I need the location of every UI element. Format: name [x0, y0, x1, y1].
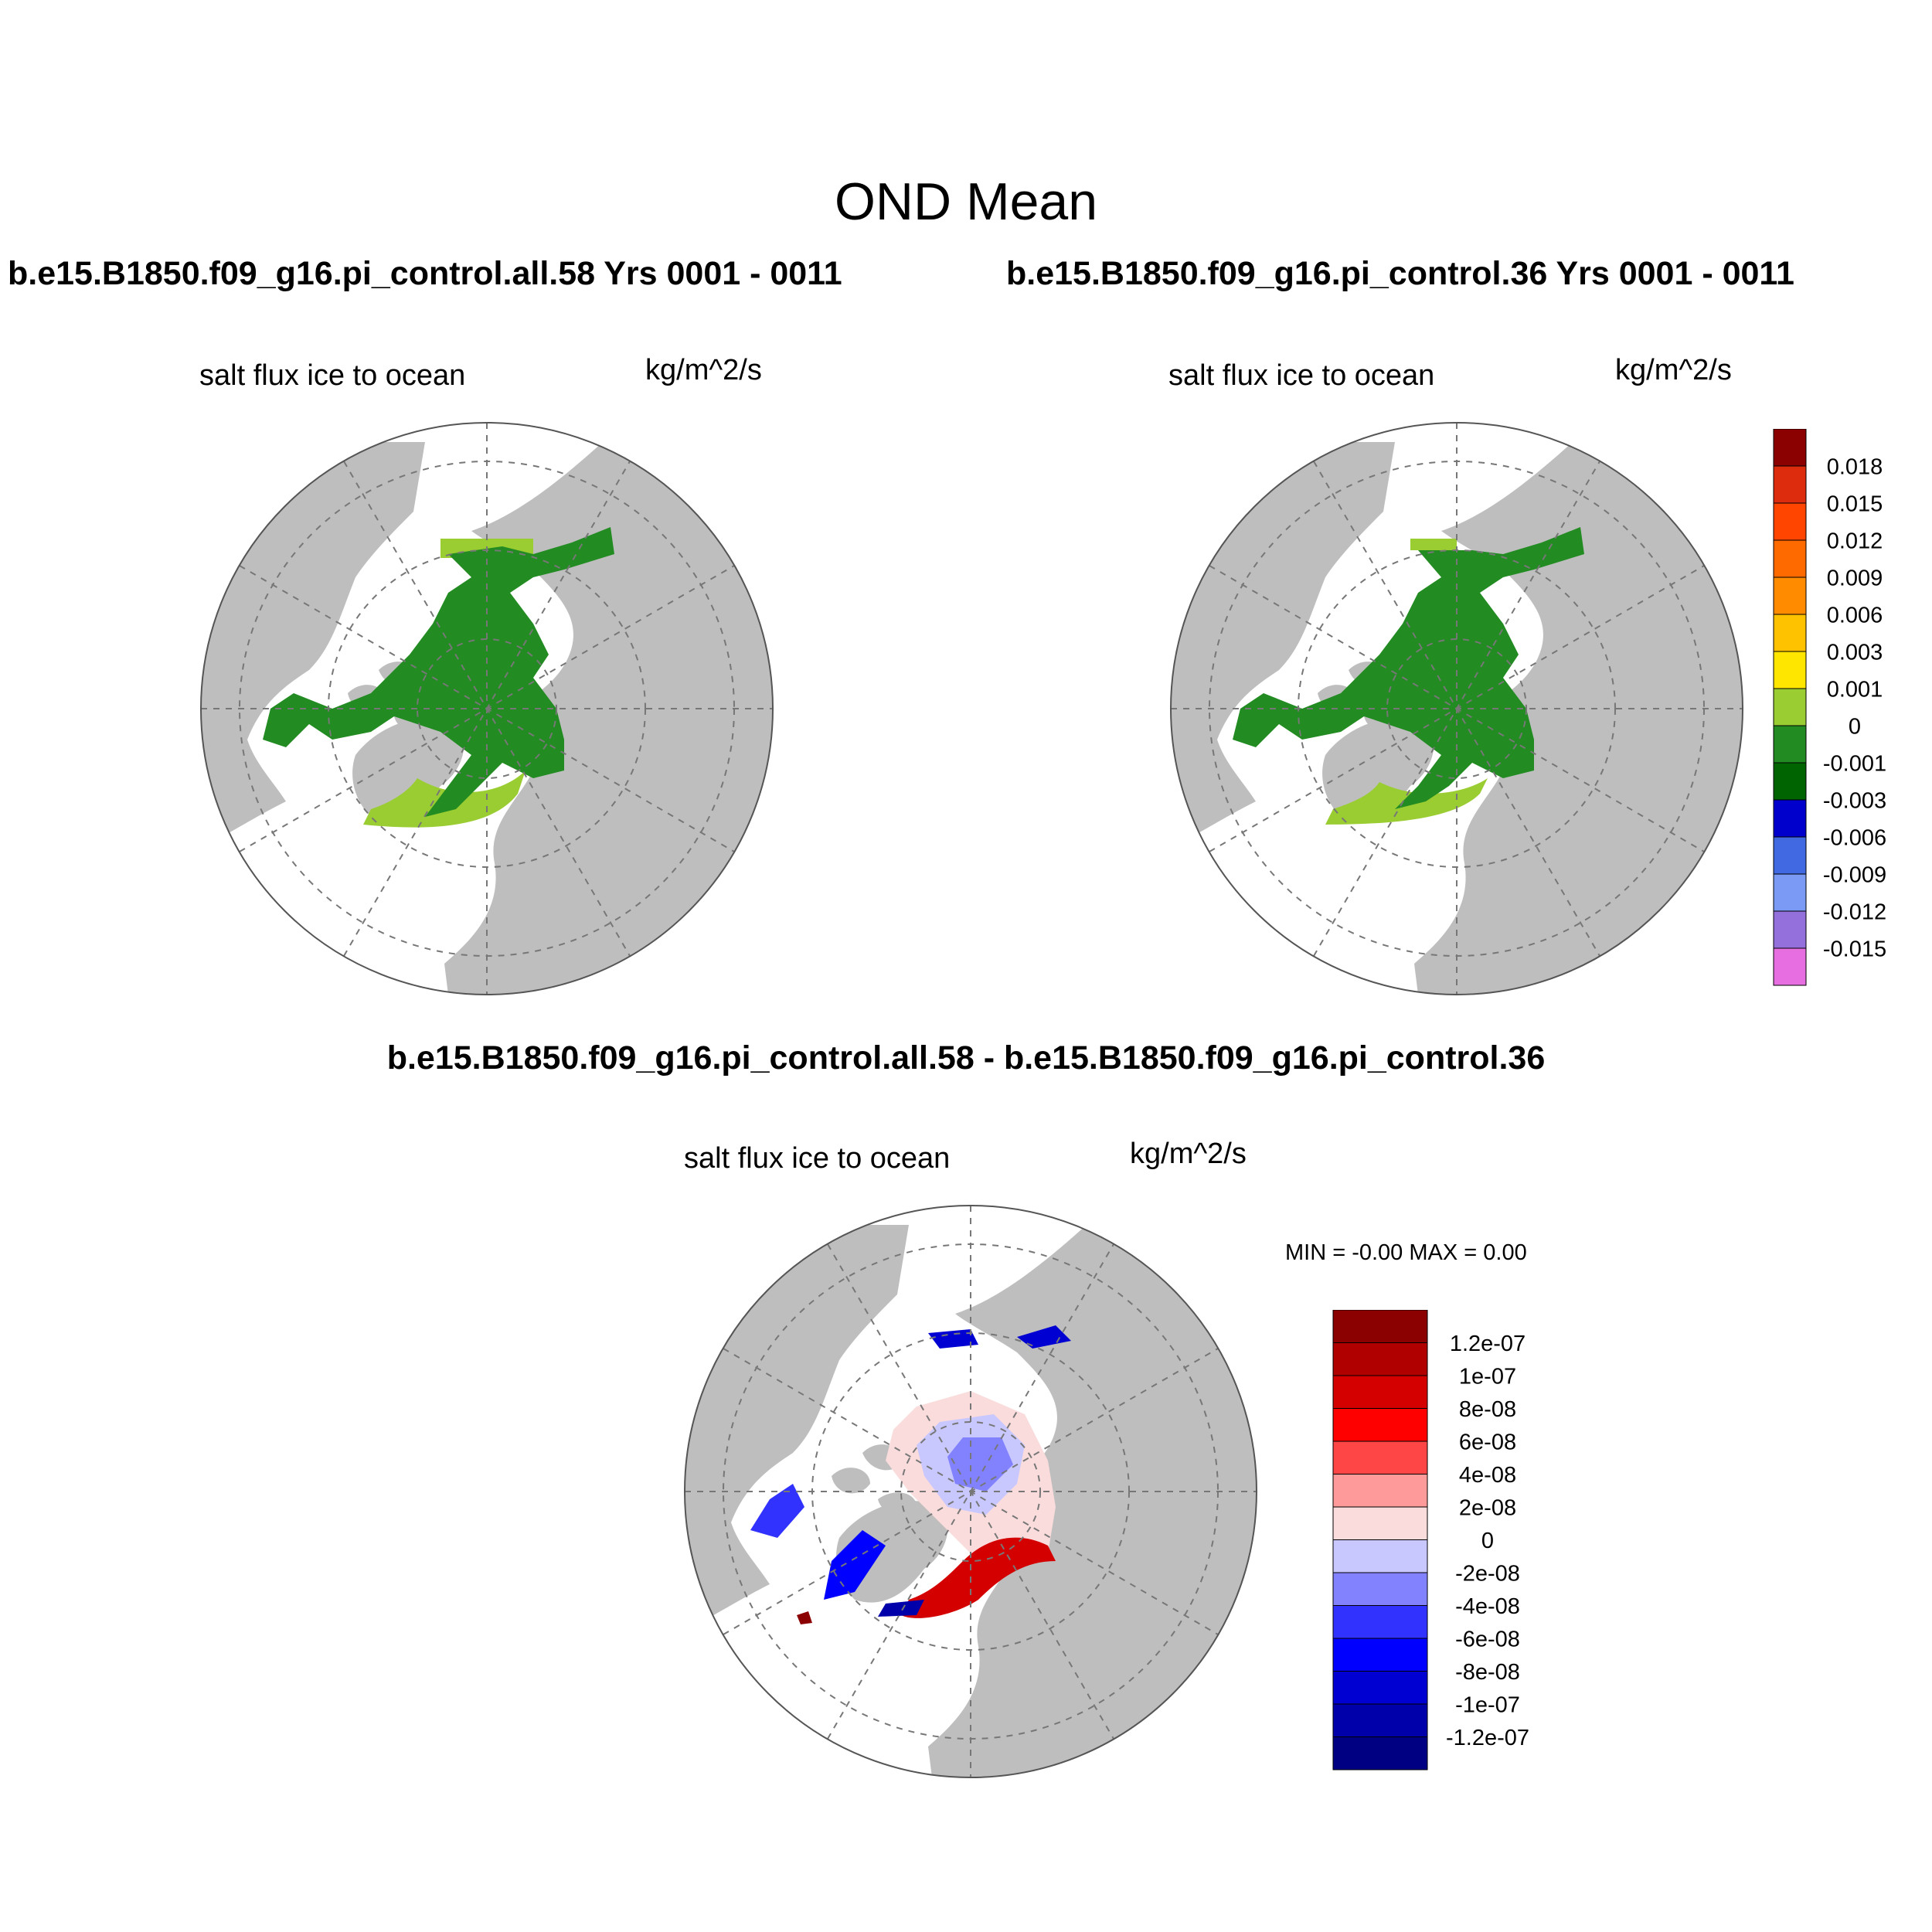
panel-left-units: kg/m^2/s	[645, 354, 762, 386]
map-boundary	[200, 422, 774, 995]
polar-map-difference	[684, 1205, 1257, 1778]
colorbar-diff-box-9	[1332, 1605, 1428, 1639]
colorbar-diff-box-8	[1332, 1572, 1428, 1606]
colorbar-main-label-6: 0.001	[1827, 677, 1883, 702]
colorbar-diff-box-1	[1332, 1342, 1428, 1376]
map-boundary	[1170, 422, 1743, 995]
difference-title: b.e15.B1850.f09_g16.pi_control.all.58 - …	[386, 1039, 1546, 1077]
colorbar-main-label-8: -0.001	[1823, 751, 1886, 776]
colorbar-main-label-12: -0.012	[1823, 900, 1886, 924]
colorbar-main-box-14	[1773, 947, 1807, 986]
panel-right-variable: salt flux ice to ocean	[1168, 359, 1435, 392]
colorbar-diff-label-6: 0	[1481, 1529, 1494, 1553]
colorbar-diff-box-3	[1332, 1408, 1428, 1442]
colorbar-main: 0.018 0.015 0.012 0.009 0.006 0.003 0.001 0 -0.0…	[1773, 429, 1886, 986]
colorbar-main-label-10: -0.006	[1823, 825, 1886, 850]
colorbar-diff-label-7: -2e-08	[1455, 1561, 1520, 1586]
colorbar-diff-label-9: -6e-08	[1455, 1627, 1520, 1651]
colorbar-main-box-1	[1773, 465, 1807, 504]
colorbar-main-box-4	[1773, 577, 1807, 615]
colorbar-diff-box-7	[1332, 1539, 1428, 1573]
colorbar-diff-label-8: -4e-08	[1455, 1594, 1520, 1619]
colorbar-main-box-0	[1773, 429, 1807, 467]
colorbar-main-box-5	[1773, 614, 1807, 652]
colorbar-main-box-8	[1773, 725, 1807, 764]
colorbar-main-label-2: 0.012	[1827, 529, 1883, 553]
colorbar-diff: 1.2e-07 1e-07 8e-08 6e-08 4e-08 2e-08 0 -2e-08 -…	[1332, 1310, 1529, 1770]
colorbar-diff-box-2	[1332, 1375, 1428, 1409]
colorbar-diff-box-12	[1332, 1703, 1428, 1737]
ice-main-region	[1233, 527, 1584, 809]
colorbar-diff-label-5: 2e-08	[1459, 1495, 1516, 1520]
panel-right-units: kg/m^2/s	[1615, 354, 1732, 386]
panel-left-variable: salt flux ice to ocean	[199, 359, 466, 392]
panel-diff-units: kg/m^2/s	[1130, 1138, 1247, 1170]
panel-diff-variable: salt flux ice to ocean	[684, 1142, 951, 1175]
colorbar-main-box-2	[1773, 502, 1807, 541]
diff-field-blue-hudson	[750, 1484, 804, 1538]
diff-field-blue-baffin	[824, 1530, 886, 1600]
colorbar-diff-box-13	[1332, 1736, 1428, 1770]
colorbar-main-label-9: -0.003	[1823, 788, 1886, 813]
colorbar-diff-box-4	[1332, 1440, 1428, 1475]
panel-left-title: b.e15.B1850.f09_g16.pi_control.all.58 Yr…	[8, 255, 842, 292]
colorbar-main-label-3: 0.009	[1827, 566, 1883, 590]
colorbar-diff-box-0	[1332, 1310, 1428, 1343]
colorbar-diff-box-11	[1332, 1671, 1428, 1705]
diff-field-blue-strip	[878, 1600, 924, 1617]
colorbar-diff-box-6	[1332, 1506, 1428, 1540]
colorbar-main-label-1: 0.015	[1827, 492, 1883, 516]
diff-field-blue-bering	[928, 1325, 1071, 1349]
colorbar-diff-label-12: -1.2e-07	[1446, 1726, 1529, 1750]
polar-map-left	[200, 422, 774, 995]
colorbar-main-box-3	[1773, 539, 1807, 578]
colorbar-main-box-12	[1773, 873, 1807, 912]
polar-map-right	[1170, 422, 1743, 995]
colorbar-main-box-11	[1773, 836, 1807, 875]
colorbar-main-label-13: -0.015	[1823, 937, 1886, 961]
colorbar-main-label-11: -0.009	[1823, 862, 1886, 887]
colorbar-diff-box-5	[1332, 1474, 1428, 1508]
map-boundary	[684, 1205, 1257, 1778]
colorbar-diff-label-1: 1e-07	[1459, 1364, 1516, 1389]
colorbar-main-box-13	[1773, 910, 1807, 949]
colorbar-main-box-10	[1773, 799, 1807, 838]
colorbar-diff-label-2: 8e-08	[1459, 1397, 1516, 1422]
figure-title: OND Mean	[834, 172, 1098, 231]
colorbar-diff-label-10: -8e-08	[1455, 1660, 1520, 1685]
diff-field-red-band	[901, 1537, 1056, 1618]
diff-field-dark-red-spot	[797, 1611, 812, 1624]
colorbar-main-box-6	[1773, 651, 1807, 689]
colorbar-diff-label-0: 1.2e-07	[1450, 1332, 1526, 1356]
ice-main-region	[263, 527, 614, 817]
panel-right-title: b.e15.B1850.f09_g16.pi_control.36 Yrs 00…	[1006, 255, 1794, 292]
colorbar-main-label-0: 0.018	[1827, 454, 1883, 479]
colorbar-main-box-7	[1773, 688, 1807, 726]
ice-edge-region	[1325, 539, 1488, 825]
colorbar-diff-label-11: -1e-07	[1455, 1692, 1520, 1717]
colorbar-diff-box-10	[1332, 1638, 1428, 1672]
min-max-label: MIN = -0.00 MAX = 0.00	[1285, 1240, 1527, 1265]
colorbar-main-label-7: 0	[1849, 714, 1861, 739]
colorbar-main-box-9	[1773, 762, 1807, 801]
colorbar-main-label-5: 0.003	[1827, 640, 1883, 665]
colorbar-diff-label-4: 4e-08	[1459, 1463, 1516, 1488]
diff-field-mid-blue	[947, 1437, 1013, 1492]
colorbar-main-label-4: 0.006	[1827, 603, 1883, 628]
colorbar-diff-label-3: 6e-08	[1459, 1430, 1516, 1454]
